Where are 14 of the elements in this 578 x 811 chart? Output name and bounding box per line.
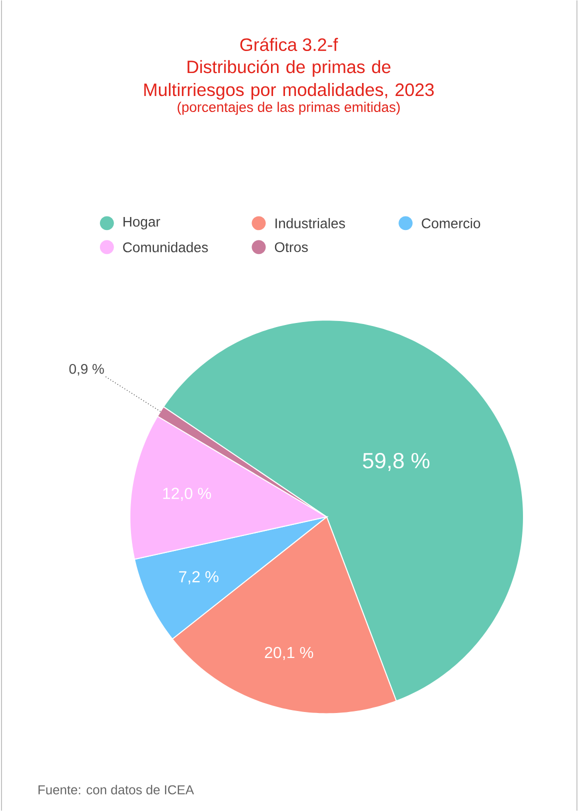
data-label: 12,0 % [163, 488, 211, 501]
legend-label: Otros [274, 242, 308, 252]
chart-subtitle: Distribución de primas de Multirriesgos por modalidades, 2023 [144, 60, 434, 100]
text: (porcentajes de las primas emitidas) [177, 102, 400, 115]
data-label: 7,2 % [178, 571, 218, 584]
legend-label: Industriales [275, 218, 345, 228]
chart-title: Gráfica 3.2-f [240, 38, 338, 52]
data-label: 59,8 % [362, 452, 430, 471]
data-label: 0,9 % [69, 364, 104, 376]
data-label: 20,1 % [264, 646, 313, 660]
legend-label: Hogar [123, 216, 160, 230]
legend-label: Comercio [422, 218, 480, 228]
legend-label: Comunidades [122, 242, 208, 252]
source-note: Fuente: con datos de ICEA [38, 784, 194, 794]
